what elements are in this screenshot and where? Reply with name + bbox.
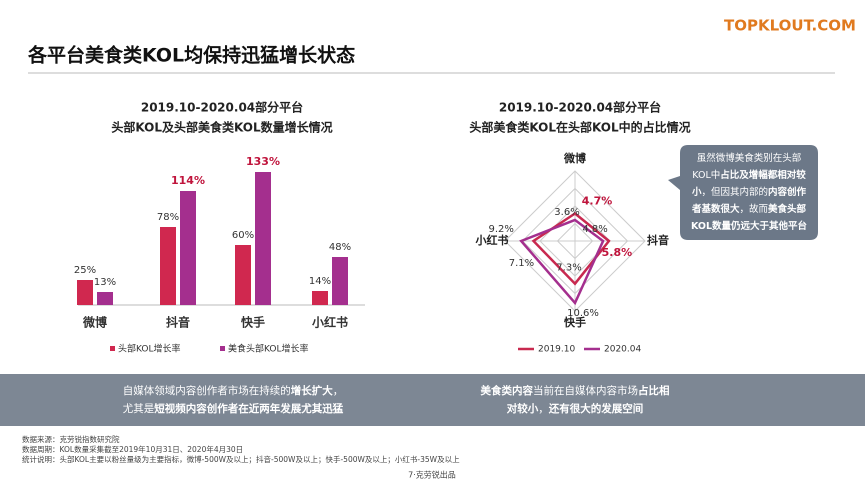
value-label: 78% [157, 212, 179, 223]
text-run: 增长扩大 [291, 384, 333, 397]
rich-line: 自媒体领域内容创作者市场在持续的增长扩大， [123, 384, 344, 397]
value-label: 4.8% [582, 224, 607, 235]
rich-line: 者基数很大，故而美食头部 [691, 203, 807, 215]
value-label: 14% [309, 276, 331, 287]
legend-label: 美食头部KOL增长率 [228, 343, 309, 355]
legend-label: 2020.04 [604, 345, 641, 355]
bar [160, 227, 176, 305]
axis-label: 小红书 [475, 233, 509, 247]
legend-label: 头部KOL增长率 [118, 343, 181, 355]
banner [0, 374, 865, 426]
legend-swatch [220, 346, 225, 351]
chart-title: 2019.10-2020.04部分平台 [141, 100, 303, 115]
rich-line: 尤其是短视频内容创作者在近两年发展尤其迅猛 [123, 402, 344, 415]
value-label: 133% [246, 155, 280, 168]
value-label: 13% [94, 277, 116, 288]
text-run: 内容创作 [768, 186, 807, 198]
bar [97, 292, 113, 305]
rich-line: KOL中占比及增幅都相对较 [692, 169, 806, 181]
value-label: 10.6% [567, 308, 599, 319]
bar [77, 280, 93, 305]
legend-swatch [110, 346, 115, 351]
page-number: 7·克劳锐出品 [408, 470, 456, 480]
text-run: 自媒体领域内容创作者市场在持续的 [123, 384, 291, 397]
value-label: 4.7% [582, 195, 613, 208]
slide-title: 各平台美食类KOL均保持迅猛增长状态 [27, 44, 355, 67]
bar [255, 172, 271, 305]
rich-line: 虽然微博美食类别在头部 [697, 152, 802, 164]
x-tick-label: 小红书 [312, 315, 348, 330]
chart-title: 头部美食类KOL在头部KOL中的占比情况 [469, 120, 690, 135]
footnote: 统计说明：头部KOL主要以粉丝量级为主要指标，微博-500W及以上；抖音-500… [22, 454, 460, 464]
rich-line: 美食类内容当前在自媒体内容市场占比相 [481, 384, 670, 397]
text-run: ， [333, 385, 344, 397]
axis-label: 快手 [563, 315, 586, 329]
x-tick-label: 抖音 [166, 315, 190, 330]
text-run: 对较小 [507, 402, 539, 415]
value-label: 7.1% [509, 258, 534, 269]
text-run: KOL中 [692, 169, 720, 181]
logo: TOPKLOUT.COM [724, 17, 856, 35]
radar-line [519, 218, 605, 306]
bar [235, 245, 251, 305]
bar [332, 257, 348, 305]
value-label: 114% [171, 174, 205, 187]
text-run: 小 [691, 186, 702, 198]
text-run: 占比相 [638, 384, 670, 397]
value-label: 48% [329, 242, 351, 253]
text-run: 者基数很大 [691, 203, 740, 215]
axis-label: 抖音 [647, 233, 669, 247]
text-run: ， [538, 403, 549, 415]
chart-title: 头部KOL及头部美食类KOL数量增长情况 [111, 120, 332, 135]
text-run: 当前在自媒体内容市场 [533, 384, 638, 397]
chart-title: 2019.10-2020.04部分平台 [499, 100, 661, 115]
text-run: 美食类内容 [481, 384, 534, 397]
value-label: 25% [74, 265, 96, 276]
text-run: ，但因其内部的 [701, 186, 768, 198]
rich-line: 小，但因其内部的内容创作 [691, 186, 807, 198]
value-label: 7.3% [556, 263, 581, 274]
text-run: 还有很大的发展空间 [548, 402, 644, 415]
text-run: 占比及增幅都相对较 [720, 169, 806, 181]
text-run: 短视频内容创作者在近两年发展尤其迅猛 [154, 402, 343, 415]
rich-line: 对较小，还有很大的发展空间 [507, 402, 644, 415]
text-run: 尤其是 [123, 402, 155, 415]
bar [312, 291, 328, 305]
text-run: ，故而 [739, 203, 768, 215]
callout-box [668, 145, 818, 240]
x-tick-label: 微博 [82, 315, 107, 330]
text-run: KOL数量仍远大于其他平台 [691, 220, 808, 232]
text-run: 虽然微博美食类别在头部 [697, 152, 802, 164]
value-label: 5.8% [602, 246, 633, 259]
footnote: 数据周期：KOL数量采集截至2019年10月31日、2020年4月30日 [22, 444, 243, 454]
footnote: 数据来源：克劳锐指数研究院 [22, 434, 120, 444]
rich-line: KOL数量仍远大于其他平台 [691, 220, 808, 232]
value-label: 60% [232, 230, 254, 241]
bar [180, 191, 196, 305]
value-label: 9.2% [488, 224, 513, 235]
axis-label: 微博 [563, 151, 586, 165]
value-label: 3.6% [554, 207, 579, 218]
legend-label: 2019.10 [538, 345, 575, 355]
x-tick-label: 快手 [241, 315, 265, 330]
text-run: 美食头部 [767, 203, 807, 215]
